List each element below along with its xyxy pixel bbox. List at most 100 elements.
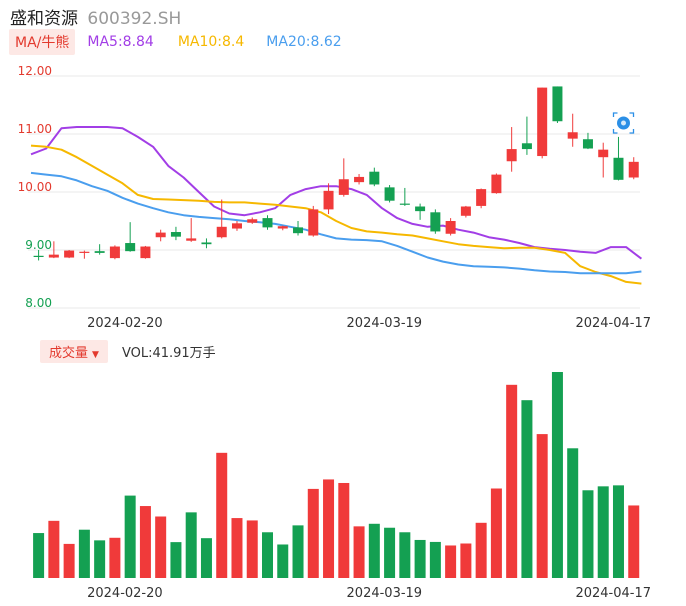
volume-bar (109, 537, 121, 578)
candle-body (460, 206, 471, 216)
candle (537, 87, 548, 159)
candle (598, 142, 609, 178)
volume-bar (567, 448, 579, 578)
volume-x-axis: 2024-02-20 2024-03-19 2024-04-17 (87, 586, 651, 601)
volume-bar (63, 543, 75, 578)
volume-bar (399, 532, 411, 578)
volume-bar (48, 520, 60, 578)
candle (293, 221, 304, 236)
candle (94, 244, 105, 255)
candle (277, 225, 288, 231)
candle (521, 116, 532, 155)
volume-bar (612, 485, 624, 578)
volume-bar (429, 541, 441, 578)
candle (323, 183, 334, 215)
candle (415, 203, 426, 220)
candle-body (415, 206, 426, 212)
candle-body (567, 132, 578, 139)
candle (567, 113, 578, 147)
candle-body (247, 219, 258, 223)
candle-body (399, 203, 410, 205)
y-tick-label: 11.00 (18, 122, 52, 136)
marker-bracket (629, 112, 635, 117)
candles (33, 86, 639, 261)
candle (155, 229, 166, 242)
x-tick-label: 2024-03-19 (347, 316, 423, 331)
price-grid (28, 75, 640, 309)
ma5-legend: MA5:8.84 (87, 34, 154, 50)
candle (491, 173, 502, 194)
candle-body (308, 209, 319, 236)
volume-bar (307, 488, 319, 578)
volume-bar (185, 512, 197, 578)
volume-bar (414, 539, 426, 578)
x-tick-label: 2024-04-17 (575, 586, 651, 601)
candle-body (506, 149, 517, 162)
volume-bar (155, 516, 167, 578)
candle (369, 167, 380, 187)
current-marker-icon[interactable] (612, 112, 635, 134)
stock-title: 盛和资源 600392.SH (10, 4, 181, 29)
candle (628, 157, 639, 180)
candle (308, 205, 319, 237)
candle (338, 158, 349, 197)
candle (64, 250, 75, 259)
volume-bar (33, 533, 45, 578)
ma10-legend: MA10:8.4 (177, 34, 245, 50)
candle-body (521, 143, 532, 150)
stock-name: 盛和资源 (10, 9, 78, 29)
y-tick-label: 10.00 (18, 180, 52, 194)
candle-body (125, 243, 136, 252)
volume-bar (200, 538, 212, 578)
candle (445, 218, 456, 236)
candle-body (94, 251, 105, 253)
candle (476, 188, 487, 209)
candle (552, 86, 563, 123)
candle-body (384, 187, 395, 201)
candle (384, 185, 395, 203)
candle (125, 222, 136, 252)
candle (582, 132, 593, 150)
y-tick-label: 9.00 (25, 238, 52, 252)
marker-bracket (612, 129, 618, 134)
volume-bar (521, 400, 533, 578)
candle (48, 241, 59, 259)
volume-bar (445, 545, 457, 578)
candle-body (476, 189, 487, 206)
volume-bar (460, 543, 472, 578)
candle-body (598, 149, 609, 158)
candle (216, 199, 227, 239)
candle-body (430, 212, 441, 232)
candle-body (323, 190, 334, 210)
volume-bar (475, 522, 487, 578)
candle-body (628, 161, 639, 178)
candle (231, 221, 242, 231)
volume-bar (277, 544, 289, 578)
volume-bar (551, 372, 563, 578)
candle (109, 245, 120, 260)
candle-body (33, 255, 44, 257)
volume-bar (353, 526, 365, 578)
volume-toggle-button[interactable]: 成交量 ▼ (40, 339, 108, 363)
volume-bar (368, 523, 380, 578)
price-x-axis: 2024-02-20 2024-03-19 2024-04-17 (87, 316, 651, 331)
candle-body (277, 226, 288, 229)
candle (460, 205, 471, 218)
candle (399, 187, 410, 206)
volume-bars (33, 372, 640, 578)
volume-bar (170, 542, 182, 578)
volume-bar (628, 505, 640, 578)
volume-value: VOL:41.91万手 (121, 345, 216, 361)
candle-body (64, 250, 75, 258)
x-tick-label: 2024-02-20 (87, 316, 163, 331)
stock-code: 600392.SH (87, 9, 182, 29)
candle-body (491, 174, 502, 194)
ma20-legend: MA20:8.62 (266, 34, 342, 50)
candle-body (582, 139, 593, 149)
volume-bar (384, 527, 396, 578)
volume-bar (139, 506, 151, 578)
volume-bar (231, 518, 243, 578)
ma-toggle-button[interactable]: MA/牛熊 (9, 29, 76, 55)
x-tick-label: 2024-04-17 (575, 316, 651, 331)
